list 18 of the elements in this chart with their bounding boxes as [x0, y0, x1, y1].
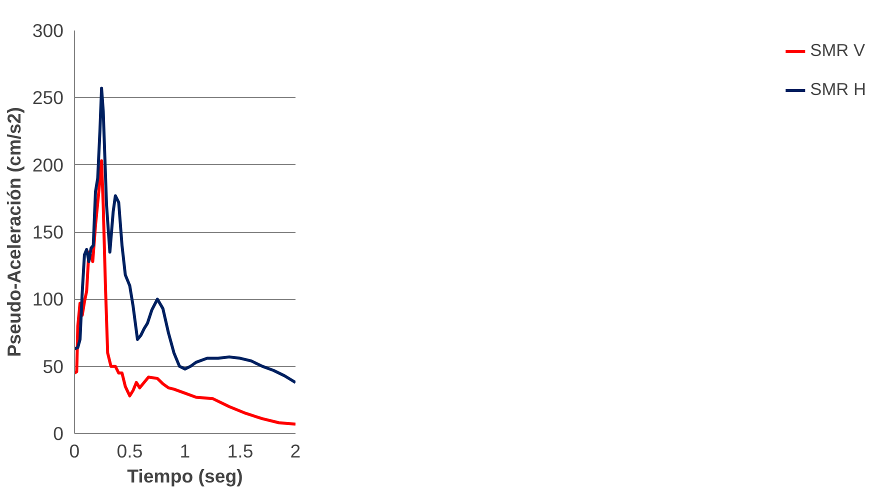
- y-tick-label: 100: [32, 288, 64, 310]
- y-tick-label: 0: [53, 423, 64, 444]
- y-axis-title: Pseudo-Aceleración (cm/s2): [3, 107, 24, 357]
- y-tick-label: 250: [32, 87, 64, 108]
- legend-label: SMR V: [810, 40, 866, 61]
- x-tick-label: 1.5: [227, 440, 254, 462]
- x-tick-label: 0.5: [116, 440, 143, 462]
- y-tick-label: 300: [32, 20, 64, 41]
- y-tick-label: 50: [42, 356, 64, 377]
- line-series: [74, 159, 296, 426]
- line-series: [74, 86, 296, 384]
- x-tick-label: 1: [180, 440, 190, 462]
- x-tick-label: 0: [69, 440, 80, 462]
- x-tick-label: 2: [290, 440, 301, 462]
- y-tick-label: 200: [32, 154, 64, 176]
- legend-label: SMR H: [810, 79, 866, 100]
- y-tick-label: 150: [32, 222, 64, 242]
- x-axis-title: Tiempo (seg): [127, 466, 243, 486]
